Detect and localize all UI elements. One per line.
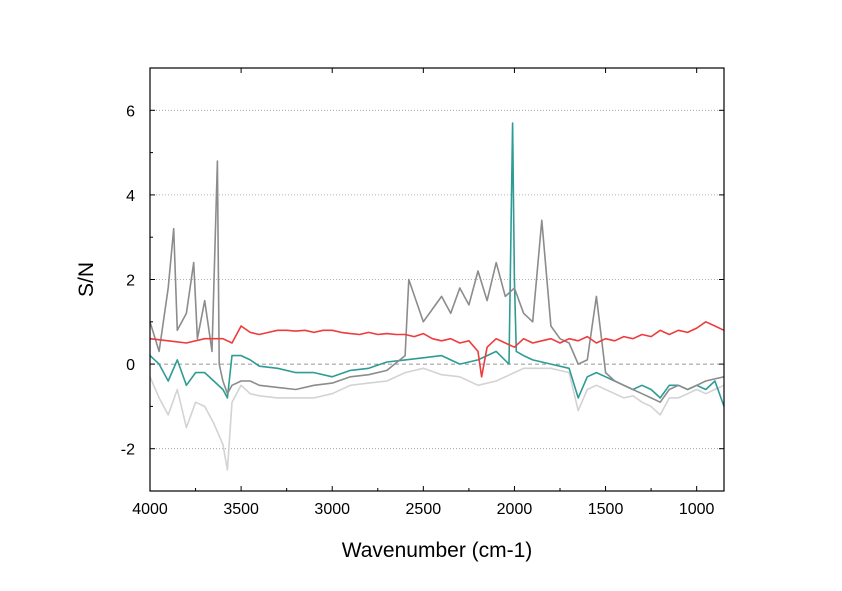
gridlines	[150, 109, 724, 450]
y-tick-label-2: 2	[126, 273, 135, 290]
series-line-4	[149, 320, 725, 378]
x-tick-label-3500: 3500	[223, 501, 259, 518]
x-tick-label-2000: 2000	[497, 501, 533, 518]
y-tick-label--2: -2	[121, 442, 135, 459]
series-line-2	[149, 122, 725, 407]
y-tick-label-0: 0	[126, 357, 135, 374]
y-axis-title: S/N	[75, 262, 98, 297]
x-tick-label-4000: 4000	[132, 501, 168, 518]
y-tick-label-4: 4	[126, 188, 135, 205]
x-tick-label-1000: 1000	[679, 501, 715, 518]
x-tick-label-2500: 2500	[406, 501, 442, 518]
series-line-1	[149, 367, 725, 471]
y-tick-label-6: 6	[126, 103, 135, 120]
x-tick-label-1500: 1500	[588, 501, 624, 518]
x-tick-label-3000: 3000	[314, 501, 350, 518]
x-axis-title: Wavenumber (cm-1)	[342, 539, 533, 562]
series-lines	[149, 122, 725, 471]
series-line-3	[149, 160, 725, 404]
axes: 4000 3500 3000 2500 2000 1500 1000 -2 0 2 4 6	[121, 67, 724, 518]
plot-frame	[149, 67, 725, 492]
